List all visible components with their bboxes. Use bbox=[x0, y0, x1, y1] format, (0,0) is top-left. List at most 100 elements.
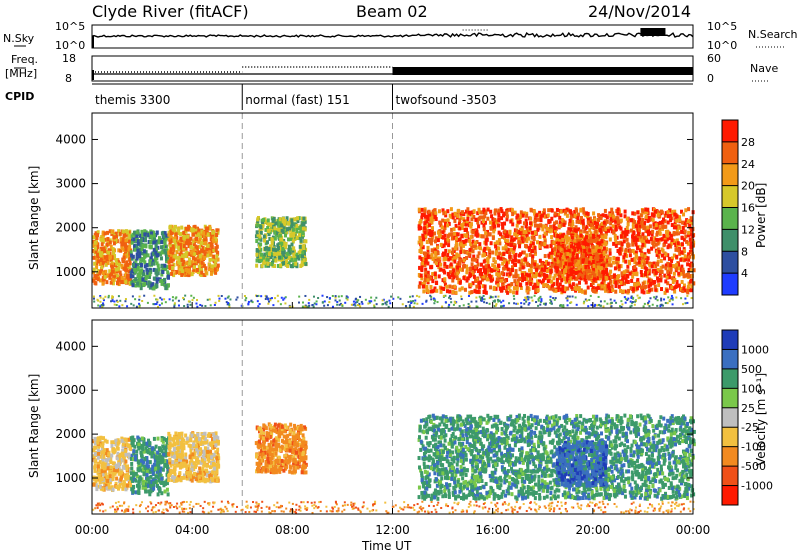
scatter-cell bbox=[492, 257, 496, 262]
scatter-cell bbox=[584, 254, 588, 259]
scatter-cell bbox=[401, 303, 404, 306]
scatter-cell bbox=[302, 222, 306, 227]
scatter-cell bbox=[143, 229, 147, 234]
scatter-cell bbox=[417, 207, 421, 212]
scatter-cell bbox=[530, 296, 533, 299]
scatter-cell bbox=[675, 228, 679, 233]
scatter-cell bbox=[654, 297, 657, 300]
scatter-cell bbox=[256, 300, 259, 303]
scatter-cell bbox=[603, 257, 607, 262]
scatter-cell bbox=[529, 269, 533, 274]
scatter-cell bbox=[497, 295, 500, 298]
scatter-cell bbox=[423, 278, 427, 283]
scatter-cell bbox=[602, 246, 606, 251]
scatter-cell bbox=[139, 286, 143, 291]
scatter-cell bbox=[521, 265, 525, 270]
scatter-cell bbox=[684, 302, 687, 305]
scatter-cell bbox=[625, 226, 629, 231]
scatter-cell bbox=[110, 262, 114, 267]
scatter-cell bbox=[655, 261, 659, 266]
scatter-cell bbox=[487, 264, 491, 269]
scatter-cell bbox=[291, 227, 295, 232]
scatter-cell bbox=[455, 252, 459, 257]
scatter-cell bbox=[673, 209, 677, 214]
scatter-cell bbox=[519, 210, 523, 215]
scatter-cell bbox=[128, 257, 132, 262]
scatter-cell bbox=[122, 234, 126, 239]
scatter-cell bbox=[600, 235, 604, 240]
scatter-cell bbox=[571, 237, 575, 242]
scatter-cell bbox=[637, 227, 641, 232]
scatter-cell bbox=[650, 246, 654, 251]
scatter-cell bbox=[617, 241, 621, 246]
scatter-cell bbox=[294, 261, 298, 266]
scatter-cell bbox=[548, 274, 552, 279]
noise-top-label: 10^5 bbox=[55, 20, 85, 33]
scatter-cell bbox=[558, 282, 562, 287]
scatter-cell bbox=[267, 298, 270, 301]
scatter-cell bbox=[602, 281, 606, 286]
scatter-cell bbox=[491, 236, 495, 241]
scatter-cell bbox=[154, 243, 158, 248]
scatter-cell bbox=[102, 299, 105, 302]
scatter-cell bbox=[458, 261, 462, 266]
scatter-cell bbox=[494, 208, 498, 213]
scatter-cell bbox=[130, 234, 134, 239]
scatter-cell bbox=[214, 259, 218, 264]
scatter-cell bbox=[443, 264, 447, 269]
scatter-cell bbox=[640, 239, 644, 244]
scatter-cell bbox=[100, 303, 103, 306]
scatter-cell bbox=[99, 248, 103, 253]
scatter-cell bbox=[453, 211, 457, 216]
scatter-cell bbox=[452, 275, 456, 280]
scatter-cell bbox=[665, 288, 669, 293]
scatter-cell bbox=[177, 299, 180, 302]
scatter-cell bbox=[519, 283, 523, 288]
scatter-cell bbox=[259, 230, 263, 235]
scatter-cell bbox=[265, 246, 269, 251]
scatter-cell bbox=[149, 234, 153, 239]
scatter-cell bbox=[474, 278, 478, 283]
nave-label: Nave bbox=[750, 62, 778, 75]
scatter-cell bbox=[482, 227, 486, 232]
scatter-cell bbox=[177, 241, 181, 246]
scatter-cell bbox=[100, 253, 104, 258]
scatter-cell bbox=[463, 287, 467, 292]
scatter-cell bbox=[95, 262, 99, 267]
scatter-cell bbox=[136, 279, 140, 284]
scatter-cell bbox=[577, 280, 581, 285]
scatter-cell bbox=[433, 239, 437, 244]
scatter-cell bbox=[479, 246, 483, 251]
scatter-cell bbox=[647, 271, 651, 276]
scatter-cell bbox=[109, 257, 113, 262]
scatter-cell bbox=[226, 303, 229, 306]
scatter-cell bbox=[100, 265, 104, 270]
scatter-cell bbox=[308, 298, 311, 301]
cpid-label: twofsound -3503 bbox=[396, 93, 497, 107]
scatter-cell bbox=[141, 277, 145, 282]
scatter-cell bbox=[97, 304, 100, 307]
scatter-cell bbox=[646, 303, 649, 306]
scatter-cell bbox=[632, 231, 636, 236]
scatter-cell bbox=[629, 249, 633, 254]
scatter-cell bbox=[428, 239, 432, 244]
scatter-cell bbox=[586, 238, 590, 243]
scatter-cell bbox=[593, 273, 597, 278]
scatter-cell bbox=[667, 231, 671, 236]
scatter-cell bbox=[331, 294, 334, 297]
scatter-cell bbox=[195, 302, 198, 305]
scatter-cell bbox=[493, 260, 497, 265]
scatter-cell bbox=[436, 238, 440, 243]
scatter-cell bbox=[550, 263, 554, 268]
scatter-cell bbox=[438, 233, 442, 238]
scatter-cell bbox=[517, 236, 521, 241]
scatter-cell bbox=[668, 213, 672, 218]
scatter-cell bbox=[474, 257, 478, 262]
scatter-cell bbox=[652, 244, 656, 249]
scatter-cell bbox=[196, 259, 200, 264]
scatter-cell bbox=[503, 265, 507, 270]
scatter-cell bbox=[323, 304, 326, 307]
scatter-cell bbox=[188, 252, 192, 257]
scatter-cell bbox=[211, 257, 215, 262]
scatter-cell bbox=[587, 275, 591, 280]
